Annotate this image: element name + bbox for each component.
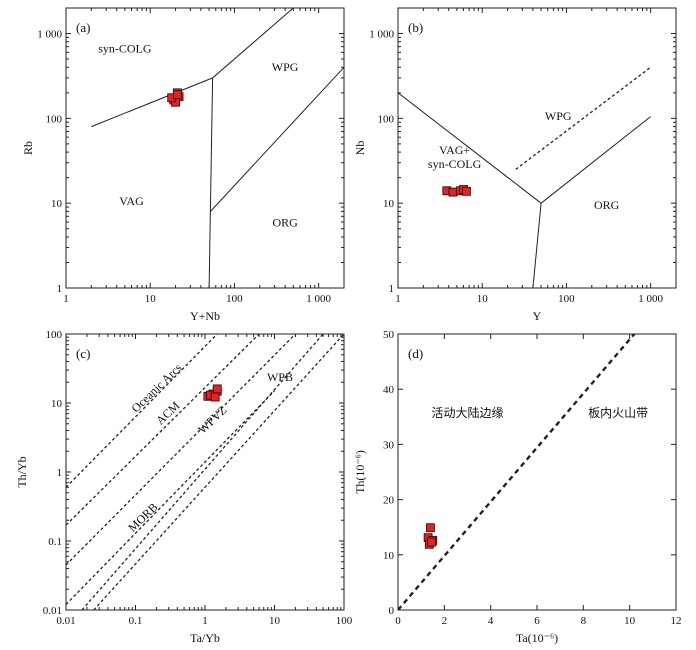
x-axis-label: Y	[533, 309, 542, 323]
panel-label: (d)	[408, 346, 423, 361]
field-boundary-line	[208, 77, 214, 288]
y-tick-label: 0.01	[43, 605, 62, 617]
field-boundary-line	[93, 334, 344, 610]
sample-point	[212, 384, 222, 394]
y-tick-label: 100	[46, 113, 63, 125]
x-axis-label: Ta(10⁻⁶)	[516, 631, 558, 645]
sample-point	[462, 186, 471, 196]
y-tick-label: 50	[383, 329, 395, 341]
y-axis-label: Th(10⁻⁶)	[353, 450, 367, 494]
field-boundary-line	[66, 334, 218, 488]
field-label: VAG+	[439, 143, 470, 157]
field-label: VAG	[119, 194, 144, 208]
field-label: 板内火山带	[588, 406, 648, 420]
field-label: MORB	[125, 500, 160, 535]
field-label: 活动大陆边缘	[431, 405, 503, 420]
field-boundary-line	[66, 390, 275, 605]
panel-d: 0 2 4 6 8 10 12 0 10 20 30 40 50 Ta(10⁻⁶) Th(10⁻⁶) (d) 活…	[353, 329, 682, 645]
x-tick-label: 100	[336, 615, 353, 627]
field-label: ACM	[153, 398, 183, 427]
plot-frame	[397, 333, 677, 611]
field-label: syn-COLG	[98, 41, 152, 55]
x-tick-label: 10	[477, 293, 489, 305]
x-tick-label: 1 000	[638, 293, 663, 305]
y-tick-label: 0	[389, 605, 395, 617]
field-boundary-line	[81, 334, 324, 610]
x-tick-label: 8	[581, 615, 587, 627]
x-axis-label: Y+Nb	[190, 309, 220, 323]
field-boundary-line	[515, 66, 651, 170]
panel-a: 1 10 100 1 000 1 10 100 1 000 Y+Nb Rb (a) syn-COLG W…	[21, 7, 345, 323]
field-label: WPVZ	[195, 403, 229, 437]
panel-label: (c)	[76, 346, 90, 361]
y-tick-label: 100	[378, 113, 395, 125]
x-tick-label: 6	[534, 615, 540, 627]
y-tick-label: 20	[383, 495, 395, 507]
y-tick-label: 1 000	[37, 29, 62, 41]
y-axis-label: Rb	[21, 141, 35, 155]
sample-point	[427, 537, 436, 547]
x-tick-label: 1	[63, 293, 69, 305]
x-tick-label: 100	[558, 293, 575, 305]
field-boundary-line	[210, 66, 344, 212]
field-label: WPG	[545, 109, 572, 123]
y-tick-label: 100	[46, 329, 63, 341]
field-label: WPG	[272, 60, 299, 74]
x-tick-label: 10	[624, 615, 636, 627]
plot-frame	[65, 333, 345, 611]
sample-point	[426, 523, 435, 533]
plot-frame	[397, 7, 677, 289]
x-axis-label: Ta/Yb	[190, 631, 220, 645]
field-boundary-line	[66, 334, 296, 566]
sample-point	[210, 392, 220, 402]
panel-label: (a)	[76, 20, 90, 35]
field-label: syn-COLG	[428, 157, 482, 171]
x-tick-label: 2	[442, 615, 448, 627]
y-tick-label: 1	[57, 283, 63, 295]
panel-c: 0.01 0.1 1 10 1000.010.1110100Ta/YbTh/Yb(c)O…	[15, 329, 353, 645]
x-tick-label: 12	[671, 615, 682, 627]
y-tick-label: 1	[57, 467, 63, 479]
y-tick-label: 10	[383, 198, 395, 210]
plot-frame	[65, 7, 345, 289]
y-tick-label: 1	[389, 283, 395, 295]
x-tick-label: 0.01	[56, 615, 75, 627]
sample-point	[448, 187, 458, 197]
field-boundary-line	[66, 334, 260, 526]
x-tick-label: 1	[202, 615, 208, 627]
field-label: ORG	[594, 198, 620, 212]
y-tick-label: 10	[383, 550, 395, 562]
y-tick-label: 10	[51, 398, 63, 410]
panel-label: (b)	[408, 20, 423, 35]
field-label: WPB	[267, 370, 293, 384]
x-tick-label: 4	[488, 615, 494, 627]
field-boundary-line	[398, 334, 636, 610]
x-tick-label: 10	[145, 293, 157, 305]
x-tick-label: 1	[395, 293, 401, 305]
field-boundary-line	[91, 8, 294, 128]
y-axis-label: Nb	[353, 141, 367, 156]
y-axis-label: Th/Yb	[15, 456, 29, 487]
field-boundary-line	[532, 203, 542, 288]
y-tick-label: 1 000	[369, 29, 394, 41]
x-tick-label: 10	[269, 615, 281, 627]
y-tick-label: 30	[383, 439, 395, 451]
y-tick-label: 40	[383, 384, 395, 396]
y-tick-label: 0.1	[48, 536, 62, 548]
x-tick-label: 0	[395, 615, 401, 627]
field-boundary-line	[398, 92, 651, 204]
y-tick-label: 10	[51, 198, 63, 210]
panel-b: 1 10 100 1 000 1 10 100 1 000 Y Nb (b) WPG VAG+syn-C…	[353, 7, 677, 323]
x-tick-label: 100	[226, 293, 243, 305]
x-tick-label: 1 000	[306, 293, 331, 305]
x-tick-label: 0.1	[129, 615, 143, 627]
field-label: ORG	[272, 216, 298, 230]
sample-point	[172, 90, 182, 100]
